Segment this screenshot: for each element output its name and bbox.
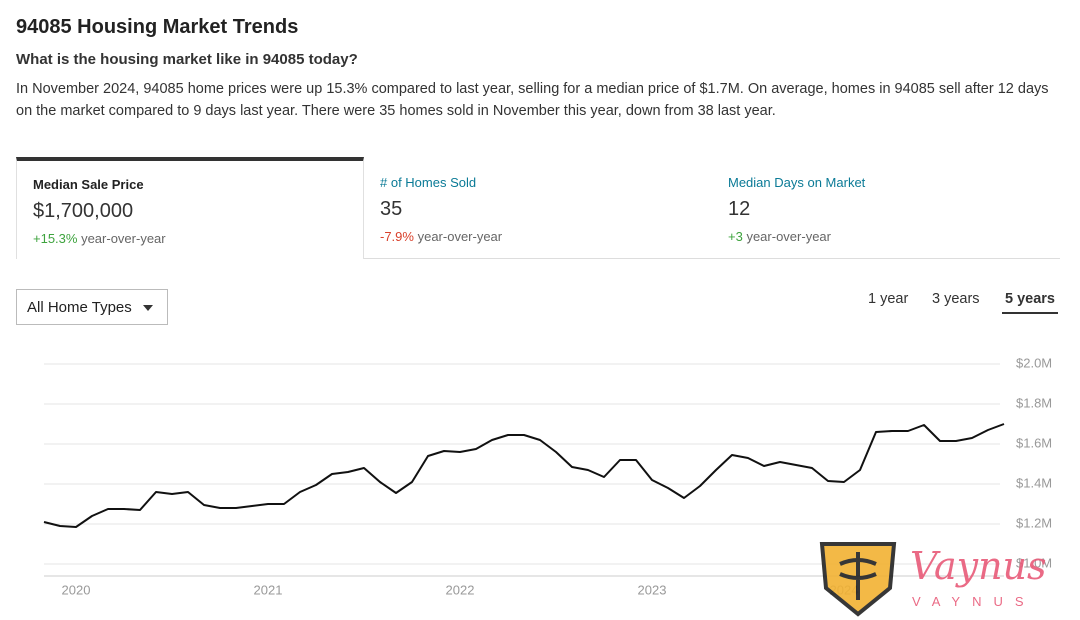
watermark: Vaynus VAYNUS <box>818 538 1078 618</box>
tab[interactable]: Median Sale Price $1,700,000 +15.3% year-o… <box>16 157 364 259</box>
tab-change: -7.9% <box>380 229 414 244</box>
price-line <box>43 423 1005 528</box>
summary: In November 2024, 94085 home prices were… <box>16 81 1049 119</box>
page-title: 94085 Housing Market Trends <box>16 16 299 38</box>
tab-label: # of Homes Sold <box>380 175 477 190</box>
x-tick-label: 2021 <box>254 582 283 597</box>
tab-change: +15.3% <box>33 231 78 246</box>
tab-value: 35 <box>380 198 403 220</box>
dropdown-label: All Home Types <box>27 299 132 316</box>
range-button[interactable]: 3 years <box>932 291 980 307</box>
y-tick-label: $1.2M <box>1016 515 1052 530</box>
tab[interactable]: Median Days on Market 12 +3 year-over-year <box>712 157 1060 259</box>
tab-suffix: year-over-year <box>417 229 503 244</box>
tab-label: Median Sale Price <box>33 177 144 192</box>
x-tick-label: 2022 <box>446 582 475 597</box>
x-tick-label: 2020 <box>62 582 91 597</box>
watermark-caps: VAYNUS <box>912 594 1036 609</box>
y-tick-label: $1.0M <box>1016 555 1052 570</box>
tab-value: $1,700,000 <box>33 200 134 222</box>
tab[interactable]: # of Homes Sold 35 -7.9% year-over-year <box>364 157 712 259</box>
home-type-dropdown[interactable]: All Home Types <box>16 289 168 325</box>
caret <box>143 305 153 311</box>
y-tick-label: $1.6M <box>1016 435 1052 450</box>
tab-value: 12 <box>728 198 751 220</box>
tab-suffix: year-over-year <box>81 231 166 246</box>
y-tick-label: $2.0M <box>1016 355 1052 370</box>
watermark-logo <box>819 542 897 617</box>
tab-suffix: year-over-year <box>746 229 831 244</box>
range-button[interactable]: 5 years <box>1002 291 1058 314</box>
range-button[interactable]: 1 year <box>868 291 909 307</box>
tab-change: +3 <box>728 229 743 244</box>
watermark-script: Vaynus <box>910 544 1047 588</box>
tab-label: Median Days on Market <box>728 175 866 190</box>
y-tick-label: $1.8M <box>1016 395 1052 410</box>
y-tick-label: $1.4M <box>1016 475 1052 490</box>
subtitle: What is the housing market like in 94085… <box>16 51 358 68</box>
x-tick-label: 2023 <box>638 582 667 597</box>
